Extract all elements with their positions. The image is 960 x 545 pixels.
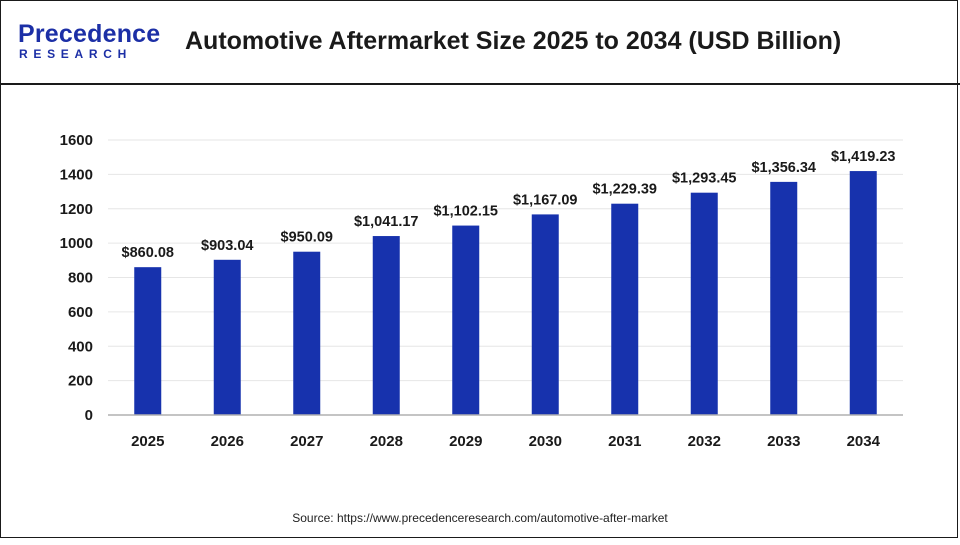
data-label: $1,293.45 (672, 171, 737, 187)
x-tick-label: 2033 (767, 433, 800, 450)
data-label: $1,229.39 (592, 182, 657, 198)
x-tick-label: 2026 (211, 433, 244, 450)
data-label: $1,167.09 (513, 192, 578, 208)
data-label: $1,041.17 (354, 214, 419, 230)
data-label: $1,419.23 (831, 149, 896, 165)
x-tick-label: 2032 (688, 433, 721, 450)
y-tick-label: 1200 (60, 201, 93, 218)
data-label: $1,356.34 (751, 160, 816, 176)
bar (849, 171, 877, 415)
x-tick-label: 2034 (847, 433, 881, 450)
bar (134, 267, 162, 415)
bar (611, 203, 639, 415)
bars (134, 171, 877, 415)
y-tick-label: 1400 (60, 166, 93, 183)
x-tick-label: 2025 (131, 433, 164, 450)
brand-logo: Precedence RESEARCH (16, 20, 161, 65)
data-label: $1,102.15 (433, 204, 498, 220)
bar (213, 259, 241, 415)
y-tick-label: 400 (68, 338, 93, 355)
data-label: $950.09 (281, 230, 333, 246)
logo-wordmark: Precedence (18, 20, 161, 48)
bar (293, 251, 321, 415)
source-note: Source: https://www.precedenceresearch.c… (292, 511, 668, 525)
x-tick-label: 2028 (370, 433, 403, 450)
bar (690, 192, 718, 415)
data-label: $860.08 (122, 245, 174, 261)
y-tick-label: 600 (68, 304, 93, 321)
labels: 0 200 400 600 800 1000 1200 1400 1600 $860.08 2025… (60, 132, 896, 450)
y-tick-label: 0 (85, 407, 93, 424)
data-label: $903.04 (201, 238, 253, 254)
x-tick-label: 2027 (290, 433, 323, 450)
y-tick-label: 1000 (60, 235, 93, 252)
bar (372, 236, 400, 415)
x-tick-label: 2029 (449, 433, 482, 450)
bar (531, 214, 559, 415)
x-tick-label: 2030 (529, 433, 562, 450)
logo-subtitle: RESEARCH (19, 47, 132, 61)
x-tick-label: 2031 (608, 433, 641, 450)
y-tick-label: 200 (68, 373, 93, 390)
bar (452, 225, 480, 415)
y-tick-label: 800 (68, 270, 93, 287)
y-tick-label: 1600 (60, 132, 93, 149)
chart-title: Automotive Aftermarket Size 2025 to 2034… (185, 27, 842, 55)
header: Precedence RESEARCH Automotive Aftermark… (0, 0, 960, 85)
bar (770, 181, 798, 415)
